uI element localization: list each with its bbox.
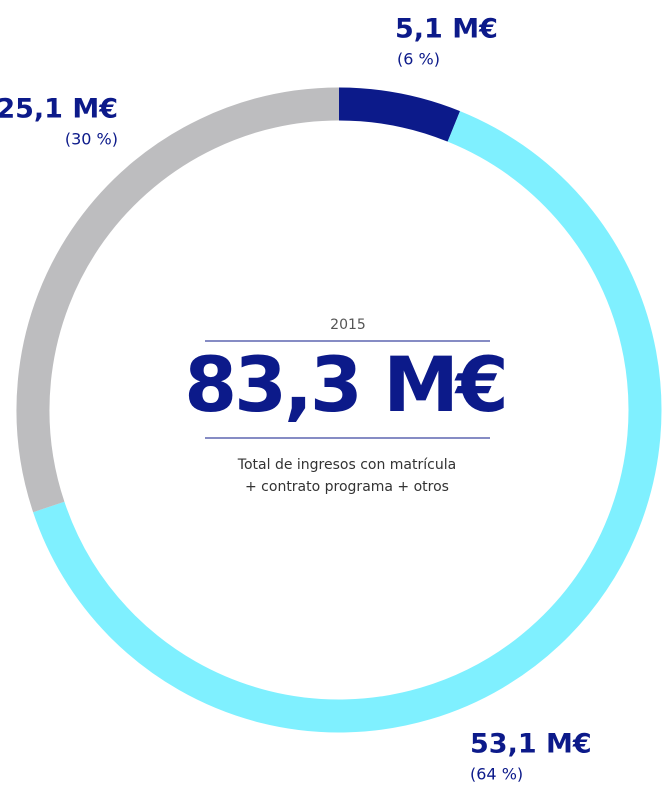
value-label: 53,1 M€ [470,729,592,760]
value-label: 25,1 M€ [0,94,118,125]
slice [338,87,461,142]
center-caption: + contrato programa + otros [245,479,449,495]
percent-label: (64 %) [470,765,523,784]
center-total: 83,3 M€ [184,340,505,429]
slices [16,87,662,733]
percent-label: (6 %) [397,50,440,69]
center-caption: Total de ingresos con matrícula [237,457,456,473]
slice [16,87,340,513]
value-label: 5,1 M€ [395,14,498,45]
center-year: 2015 [330,317,366,333]
percent-label: (30 %) [65,130,118,149]
slice [33,111,662,733]
